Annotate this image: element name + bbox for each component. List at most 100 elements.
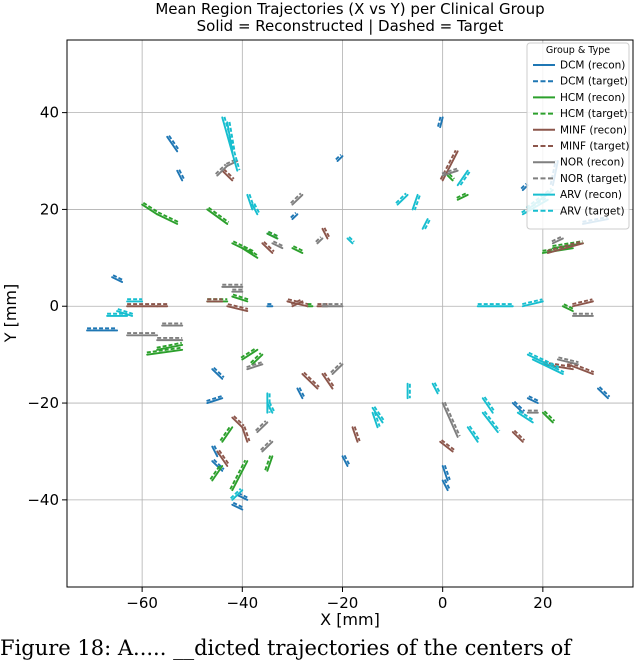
trajectory-dcm-recon (166, 135, 179, 153)
trajectory-hcm-target (543, 410, 556, 422)
trajectory-arv-recon (411, 193, 419, 211)
legend-label: MINF (target) (560, 141, 630, 153)
trajectory-arv-recon (531, 358, 564, 375)
trajectory-hcm-target (232, 293, 249, 301)
trajectory-nor-target (558, 356, 579, 364)
trajectory-hcm-recon (211, 465, 224, 482)
trajectory-arv-target (348, 236, 355, 243)
trajectory-arv-recon (521, 300, 544, 308)
trajectory-minf-target (572, 298, 593, 306)
trajectory-minf-recon (571, 300, 594, 308)
trajectory-arv-target (458, 171, 471, 187)
trajectory-hcm-recon (251, 353, 264, 366)
trajectory-nor-target (215, 163, 227, 175)
trajectory-arv-target (228, 121, 236, 152)
trajectory-hcm-recon (221, 426, 234, 443)
trajectory-dcm-recon (296, 387, 304, 400)
trajectory-arv-target (468, 425, 481, 442)
legend-label: MINF (recon) (560, 124, 627, 136)
trajectory-arv-recon (396, 193, 409, 206)
trajectory-minf-recon (321, 373, 334, 390)
trajectory-hcm-target (456, 192, 468, 199)
trajectory-dcm-target (112, 274, 124, 281)
trajectory-hcm-recon (291, 247, 304, 254)
trajectory-arv-target (522, 298, 543, 306)
trajectory-arv-recon (371, 411, 379, 429)
trajectory-dcm-target (513, 400, 526, 412)
trajectory-hcm-recon (241, 247, 259, 259)
trajectory-minf-recon (226, 305, 249, 313)
trajectory-dcm-recon (231, 503, 244, 511)
legend-label: HCM (target) (560, 108, 628, 120)
trajectory-nor-target (246, 361, 262, 369)
y-axis-ticks: 40 20 0 −20 −40 (27, 104, 67, 509)
trajectory-hcm-recon (561, 305, 574, 313)
legend-label: ARV (target) (560, 205, 625, 217)
trajectory-minf-recon (546, 242, 584, 254)
trajectory-nor-recon (331, 363, 344, 375)
trajectory-minf-recon (511, 431, 524, 443)
trajectory-nor-target (443, 401, 461, 437)
trajectory-minf-target (513, 429, 526, 441)
y-axis-label: Y [mm] (1, 284, 20, 344)
trajectory-minf-target (243, 426, 251, 442)
trajectory-minf-recon (221, 169, 234, 182)
trajectory-hcm-recon (231, 295, 249, 303)
trajectory-dcm-recon (511, 402, 524, 414)
trajectory-nor-target (441, 167, 458, 175)
trajectory-dcm-target (443, 464, 451, 481)
trajectory-nor-target (255, 420, 267, 432)
trajectory-arv-recon (221, 116, 239, 172)
trajectory-nor-recon (556, 358, 579, 366)
trajectory-minf-target (233, 415, 245, 427)
trajectory-hcm-target (208, 206, 230, 223)
trajectory-nor-recon (441, 169, 459, 177)
trajectory-arv-target (230, 487, 242, 500)
trajectory-dcm-target (520, 182, 527, 190)
trajectory-hcm-recon (141, 203, 159, 216)
trajectory-hcm-recon (231, 460, 249, 492)
y-tick-label: 20 (40, 200, 59, 218)
trajectory-minf-target (323, 372, 336, 388)
trajectory-arv-recon (516, 411, 534, 424)
trajectory-hcm-target (250, 352, 262, 364)
trajectory-nor-recon (291, 193, 304, 206)
trajectory-dcm-recon (211, 445, 219, 458)
trajectory-nor-recon (316, 237, 324, 245)
x-tick-label: 0 (438, 594, 448, 612)
trajectory-minf-target (353, 426, 361, 442)
trajectory-hcm-target (209, 464, 222, 480)
trajectory-arv-recon (116, 310, 134, 317)
trajectory-minf-target (440, 439, 455, 451)
trajectory-hcm-recon (206, 208, 229, 225)
trajectory-arv-target (423, 219, 431, 231)
trajectory-arv-recon (421, 218, 429, 230)
trajectory-minf-target (218, 449, 230, 466)
trajectory-arv-recon (481, 411, 499, 434)
trajectory-hcm-recon (241, 348, 259, 361)
trajectory-hcm-recon (541, 411, 554, 424)
trajectory-arv-recon (246, 193, 254, 211)
trajectory-hcm-recon (156, 344, 184, 351)
trajectory-dcm-target (213, 366, 225, 378)
trajectory-minf-recon (261, 242, 274, 254)
trajectory-hcm-target (156, 341, 182, 349)
trajectory-minf-recon (566, 363, 594, 375)
trajectory-minf-recon (216, 450, 229, 467)
trajectory-hcm-recon (156, 213, 179, 225)
x-tick-label: −20 (327, 594, 359, 612)
trajectory-hcm-target (229, 459, 247, 490)
trajectory-arv-recon (346, 237, 354, 245)
trajectory-hcm-target (267, 230, 279, 238)
trajectory-nor-target (551, 235, 563, 243)
trajectory-arv-target (223, 116, 241, 171)
trajectory-arv-recon (266, 402, 274, 414)
trajectory-minf-target (227, 303, 249, 310)
trajectory-arv-recon (456, 169, 469, 187)
trajectory-arv-target (373, 411, 381, 427)
trajectory-minf-recon (241, 426, 249, 443)
trajectory-dcm-target (443, 479, 451, 490)
x-axis-label: X [mm] (320, 610, 380, 629)
trajectory-nor-target (330, 362, 342, 374)
legend-label: DCM (recon) (560, 60, 625, 72)
